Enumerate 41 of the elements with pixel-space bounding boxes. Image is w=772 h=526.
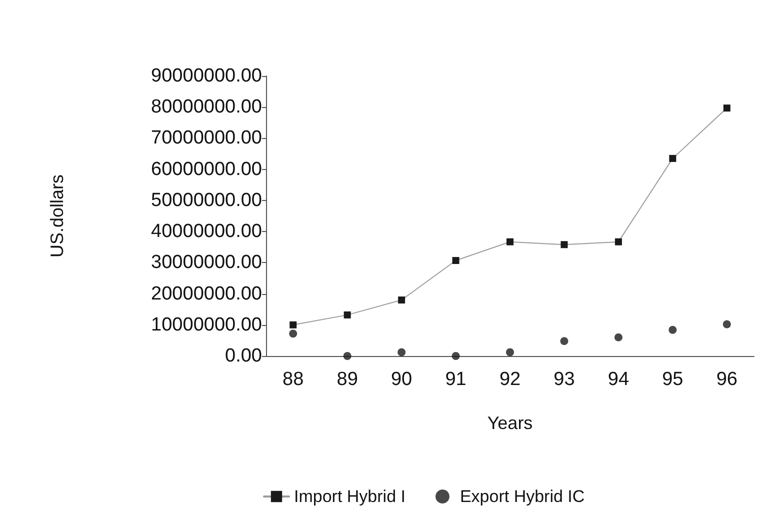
point [668, 326, 677, 334]
point [344, 311, 351, 318]
y-tick-label: 80000000.00 [151, 96, 262, 118]
point [452, 256, 460, 264]
point [289, 330, 298, 338]
x-tick-label: 88 [282, 369, 304, 390]
point [290, 321, 297, 328]
y-tick-label: 90000000.00 [151, 66, 262, 86]
x-tick-label: 89 [336, 369, 358, 390]
x-tick-label: 95 [662, 369, 684, 390]
point [560, 241, 568, 248]
point [614, 238, 622, 246]
y-tick-label: 50000000.00 [151, 190, 262, 211]
point [723, 104, 730, 112]
point [560, 337, 568, 346]
point [398, 296, 406, 304]
y-tick-label: 30000000.00 [151, 252, 262, 274]
point [722, 320, 731, 328]
x-tick-label: 91 [445, 369, 466, 390]
x-tick-label: 93 [554, 369, 575, 390]
y-axis-title: US.dollars [47, 174, 67, 258]
point [614, 333, 622, 342]
point [452, 352, 460, 360]
y-tick-label: 40000000.00 [151, 221, 262, 242]
point [506, 348, 514, 356]
y-tick-label: 0.00 [225, 346, 262, 366]
x-tick-label: 90 [390, 369, 412, 390]
point [669, 154, 676, 162]
y-tick-label: 10000000.00 [151, 314, 262, 336]
point [506, 238, 514, 246]
point [398, 348, 406, 356]
x-tick-label: 94 [608, 369, 630, 390]
y-tick-label: 60000000.00 [151, 158, 262, 180]
legend-label: Import Hybrid I [294, 487, 406, 506]
y-tick-label: 70000000.00 [151, 128, 262, 149]
x-tick-label: 96 [716, 369, 738, 390]
x-axis-title: Years [487, 413, 533, 433]
legend-label: Export Hybrid IC [460, 487, 585, 506]
point [343, 352, 352, 360]
x-tick-label: 92 [499, 369, 521, 390]
y-tick-label: 20000000.00 [151, 283, 262, 304]
